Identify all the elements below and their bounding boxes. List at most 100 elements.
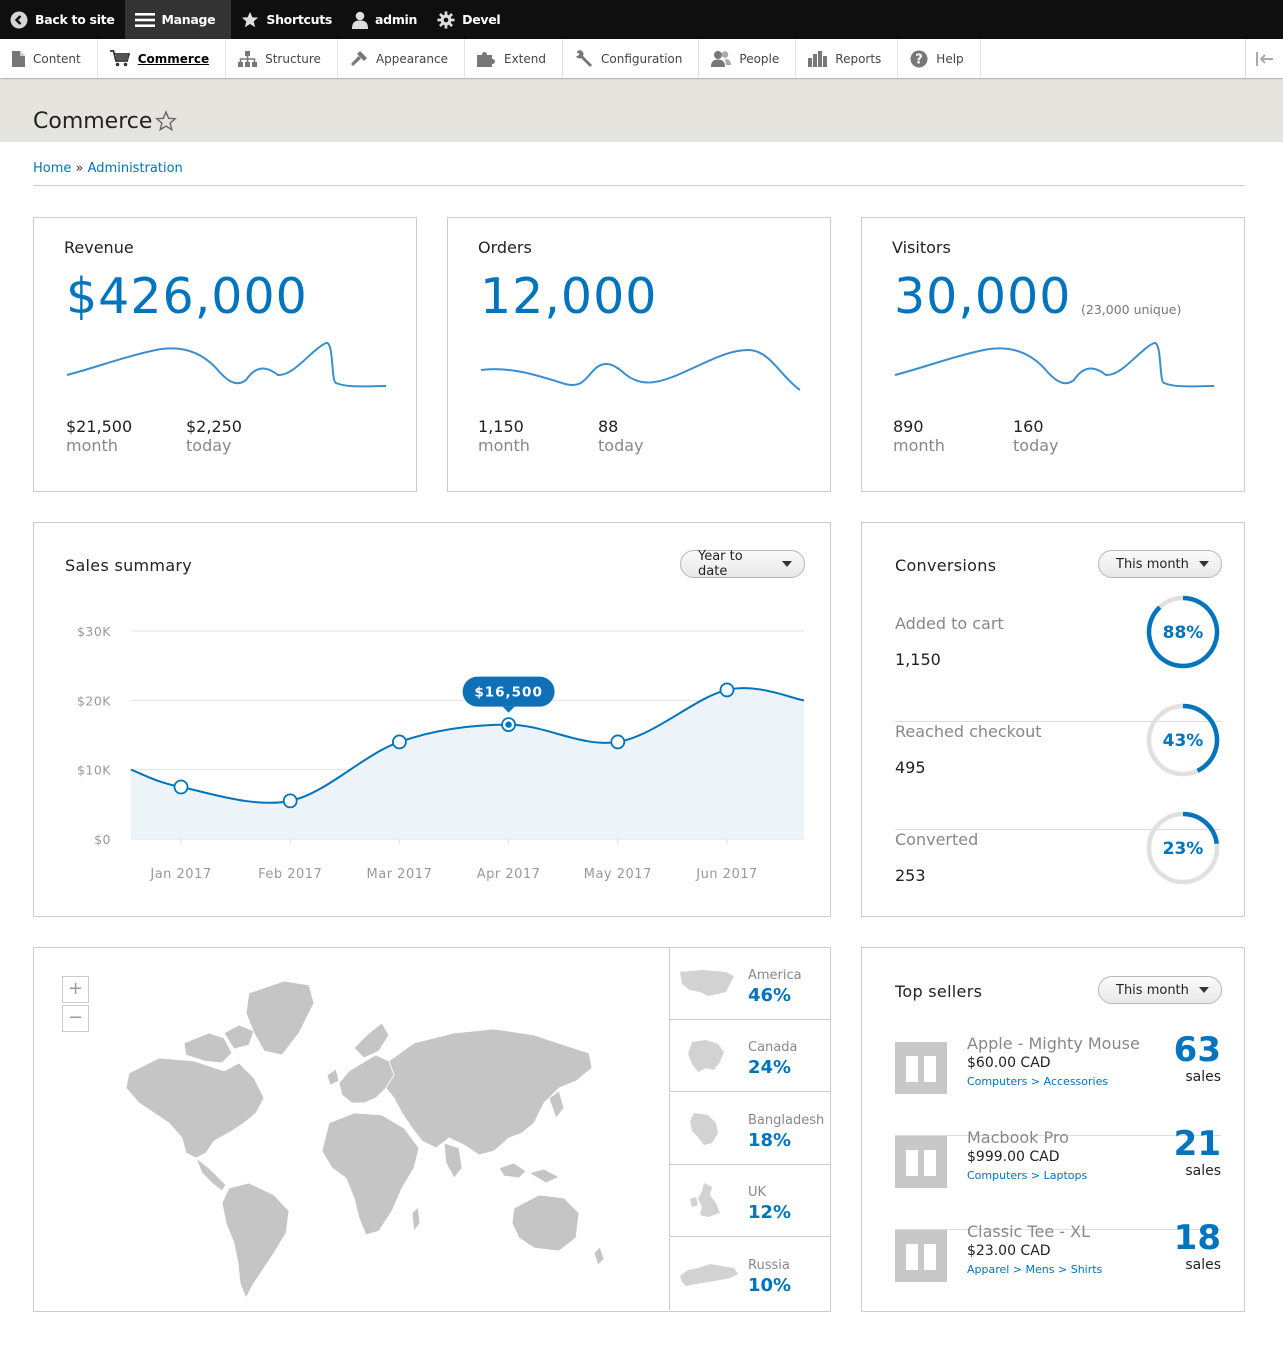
tray-item-label: Commerce	[137, 51, 210, 66]
world-map[interactable]	[114, 963, 614, 1303]
tray-item-appearance[interactable]: Appearance	[338, 39, 465, 78]
revenue-title: Revenue	[64, 238, 134, 257]
sitemap-icon	[238, 50, 258, 67]
data-point	[282, 793, 298, 809]
top-sellers-period-value: This month	[1116, 982, 1189, 998]
add-shortcut-star-icon[interactable]	[155, 110, 177, 132]
back-arrow-icon	[10, 11, 28, 28]
devel-tab[interactable]: Devel	[427, 0, 510, 39]
conversion-ring: 88%	[1146, 595, 1220, 669]
divider	[33, 185, 1245, 186]
breadcrumb-administration[interactable]: Administration	[87, 161, 183, 176]
product-box-icon	[895, 1136, 947, 1188]
user-tab[interactable]: admin	[342, 0, 427, 39]
shortcuts-tab[interactable]: Shortcuts	[231, 0, 342, 39]
sales-label: sales	[1185, 1069, 1221, 1085]
product-box-icon	[895, 1230, 947, 1282]
tooltip-text: $16,500	[474, 685, 543, 701]
product-category[interactable]: Computers > Accessories	[967, 1075, 1109, 1088]
breadcrumb-home[interactable]: Home	[33, 161, 72, 176]
tray-item-commerce[interactable]: Commerce	[98, 39, 227, 78]
zoom-out-button[interactable]: −	[62, 1005, 89, 1032]
sales-period-dropdown[interactable]: Year to date	[680, 549, 805, 579]
breadcrumb: Home » Administration	[33, 161, 183, 176]
orders-month-label: month	[478, 436, 530, 455]
conversion-row: Added to cart 1,150 88%	[895, 595, 1221, 722]
shortcuts-label: Shortcuts	[266, 12, 333, 27]
revenue-month-value: $21,500	[66, 417, 133, 436]
visitors-month-label: month	[893, 436, 945, 455]
back-to-site-link[interactable]: Back to site	[0, 0, 125, 39]
product-category[interactable]: Computers > Laptops	[967, 1169, 1088, 1182]
orders-today-label: today	[598, 436, 644, 455]
series-line	[130, 687, 805, 804]
product-name[interactable]: Macbook Pro	[967, 1128, 1069, 1147]
region-name: UK	[748, 1185, 767, 1200]
orders-today-value: 88	[598, 417, 619, 436]
region-uk[interactable]: UK 12%	[669, 1165, 831, 1237]
visitors-today: 160 today	[1013, 417, 1059, 455]
usa-map-icon	[680, 970, 734, 996]
tray-item-people[interactable]: People	[699, 39, 797, 78]
tray-item-reports[interactable]: Reports	[796, 39, 899, 78]
x-tick-label: May 2017	[584, 867, 652, 882]
revenue-card: Revenue $426,000 $21,500 month $2,250 toda…	[33, 217, 417, 492]
conversion-row: Reached checkout 495 43%	[895, 703, 1221, 830]
puzzle-icon	[477, 51, 495, 67]
region-bangladesh[interactable]: Bangladesh 18%	[669, 1093, 831, 1165]
help-icon: ?	[910, 50, 928, 67]
y-tick-label: $0	[94, 832, 111, 847]
tray-item-extend[interactable]: Extend	[465, 39, 563, 78]
breadcrumb-separator: »	[75, 161, 84, 176]
orders-sparkline	[480, 348, 801, 391]
manage-label: Manage	[161, 12, 216, 27]
product-name[interactable]: Apple - Mighty Mouse	[967, 1034, 1140, 1053]
tray-item-label: Extend	[504, 51, 546, 66]
region-america[interactable]: America 46%	[669, 948, 831, 1020]
top-sellers-card: Top sellers This month Apple - Mighty Mo…	[861, 947, 1245, 1312]
tray-item-label: People	[739, 51, 780, 66]
orders-month-value: 1,150	[478, 417, 524, 436]
orders-value: 12,000	[480, 268, 658, 325]
collapse-left-icon	[1255, 51, 1273, 66]
tray-item-configuration[interactable]: Configuration	[563, 39, 700, 78]
map-card: + −	[33, 947, 831, 1312]
zoom-in-button[interactable]: +	[62, 976, 89, 1003]
orders-card: Orders 12,000 1,150 month 88 today	[447, 217, 831, 492]
revenue-month-label: month	[66, 436, 118, 455]
back-to-site-label: Back to site	[35, 12, 115, 27]
conversion-ring: 23%	[1146, 811, 1220, 885]
region-russia[interactable]: Russia 10%	[669, 1238, 831, 1310]
product-category[interactable]: Apparel > Mens > Shirts	[967, 1263, 1103, 1276]
product-price: $999.00 CAD	[967, 1149, 1060, 1165]
ring-percent: 43%	[1163, 731, 1204, 751]
region-canada[interactable]: Canada 24%	[669, 1020, 831, 1092]
tray-item-content[interactable]: Content	[0, 39, 98, 78]
x-tick-label: Feb 2017	[258, 867, 322, 882]
toolbar-orientation-toggle[interactable]	[1245, 39, 1283, 78]
region-percent: 10%	[748, 1275, 792, 1296]
manage-tab[interactable]: Manage	[124, 0, 232, 39]
ring-percent: 23%	[1163, 839, 1204, 859]
conversion-label: Added to cart	[895, 614, 1004, 633]
conversion-value: 1,150	[895, 650, 941, 669]
x-tick-label: Apr 2017	[477, 867, 541, 882]
visitors-today-label: today	[1013, 436, 1059, 455]
data-point	[719, 682, 735, 698]
wrench-icon	[576, 49, 592, 67]
top-sellers-title: Top sellers	[895, 982, 983, 1001]
tray-item-structure[interactable]: Structure	[226, 39, 338, 78]
conversion-value: 495	[895, 758, 926, 777]
product-box-icon	[895, 1042, 947, 1094]
top-sellers-period-dropdown[interactable]: This month	[1098, 976, 1222, 1004]
revenue-sparkline	[66, 341, 387, 388]
uk-map-icon	[690, 1183, 720, 1217]
conversion-row: Converted 253 23%	[895, 811, 1221, 938]
ring-progress	[1182, 703, 1220, 773]
product-name[interactable]: Classic Tee - XL	[967, 1222, 1090, 1241]
tray-item-help[interactable]: ? Help	[898, 39, 981, 78]
conversions-period-dropdown[interactable]: This month	[1098, 550, 1222, 578]
admin-toolbar: Back to site Manage Shortcuts admin Deve…	[0, 0, 1283, 39]
user-label: admin	[375, 12, 418, 27]
product-price: $23.00 CAD	[967, 1243, 1051, 1259]
